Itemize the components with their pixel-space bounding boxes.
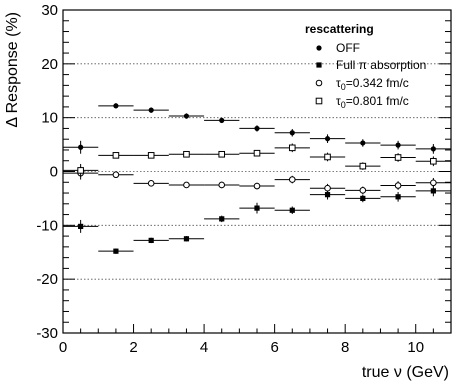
data-point	[395, 142, 401, 148]
data-point	[288, 144, 296, 152]
legend-label-symbol: τ	[336, 94, 341, 108]
data-point	[395, 194, 401, 200]
data-point	[324, 184, 331, 192]
data-point	[147, 152, 155, 159]
data-point	[112, 171, 120, 179]
data-point	[324, 192, 331, 198]
tick-labels: 0 2 4 6 8 10 -30 -20 -10 0 10 20 30	[36, 2, 424, 356]
data-point	[219, 117, 225, 123]
y-tick-label: 10	[41, 110, 58, 127]
data-point	[218, 181, 226, 189]
data-point	[113, 248, 119, 254]
legend-marker	[316, 62, 322, 68]
y-axis-label: Δ Response (%)	[4, 12, 21, 128]
data-point	[324, 153, 331, 161]
legend: rescattering OFF Full π absorption τ0=0.34…	[305, 22, 426, 110]
data-point	[219, 216, 225, 222]
x-tick-label: 8	[341, 339, 349, 356]
data-point	[430, 188, 436, 194]
x-tick-label: 6	[270, 339, 278, 356]
data-point	[183, 113, 190, 119]
data-point	[394, 154, 402, 161]
y-tick-label: -10	[36, 217, 58, 234]
x-tick-label: 2	[129, 339, 137, 356]
data-point	[148, 237, 154, 244]
data-point	[147, 180, 155, 187]
legend-marker	[315, 97, 323, 105]
data-point	[253, 182, 261, 190]
data-point	[78, 223, 84, 230]
legend-label-subscript: 0	[341, 100, 346, 110]
data-point	[430, 179, 437, 187]
data-point	[183, 236, 190, 242]
legend-title: rescattering	[305, 22, 374, 36]
legend-label-suffix: =0.801 fm/c	[346, 94, 409, 108]
legend-label-subscript: 0	[341, 82, 346, 92]
x-tick-label: 10	[407, 339, 424, 356]
data-point	[289, 207, 295, 213]
legend-marker	[316, 45, 322, 51]
data-point	[430, 157, 437, 165]
legend-label-symbol: π	[359, 58, 367, 72]
data-point	[360, 195, 366, 202]
axis-ticks	[62, 9, 452, 334]
series-4	[63, 143, 451, 177]
y-tick-label: 30	[41, 2, 58, 19]
series-1	[63, 103, 451, 154]
data-point	[78, 144, 84, 150]
legend-label: τ0=0.342 fm/c	[336, 76, 409, 92]
x-tick-label: 0	[59, 339, 67, 356]
series-3	[63, 166, 451, 195]
legend-label-prefix: Full	[336, 58, 359, 72]
data-point	[288, 176, 296, 183]
legend-label-suffix: absorption	[367, 58, 426, 72]
x-axis-label: true ν (GeV)	[362, 364, 449, 381]
data-point	[112, 152, 120, 159]
data-point	[359, 187, 367, 194]
data-point	[360, 140, 366, 146]
data-point	[218, 150, 226, 158]
data-point	[394, 182, 402, 189]
data-point	[254, 125, 260, 132]
data-point	[183, 181, 190, 189]
data-point	[253, 149, 261, 157]
y-tick-label: -30	[36, 325, 58, 342]
data-point	[289, 130, 295, 136]
legend-label-symbol: τ	[336, 76, 341, 90]
grid-lines	[63, 63, 451, 280]
y-tick-label: 20	[41, 56, 58, 73]
data-point	[77, 167, 84, 174]
y-tick-label: 0	[50, 164, 58, 181]
data-series	[63, 103, 451, 254]
legend-label: Full π absorption	[336, 58, 426, 72]
data-point	[359, 162, 367, 170]
data-point	[324, 136, 331, 142]
data-point	[254, 205, 260, 211]
data-point	[183, 150, 190, 158]
legend-label: τ0=0.801 fm/c	[336, 94, 409, 110]
data-point	[430, 146, 436, 152]
y-tick-label: -20	[36, 271, 58, 288]
series-2	[63, 185, 451, 254]
legend-label-suffix: =0.342 fm/c	[346, 76, 409, 90]
data-point	[113, 103, 119, 109]
legend-label: OFF	[336, 41, 360, 55]
legend-marker	[315, 79, 323, 87]
data-point	[148, 107, 154, 113]
x-tick-label: 4	[200, 339, 208, 356]
